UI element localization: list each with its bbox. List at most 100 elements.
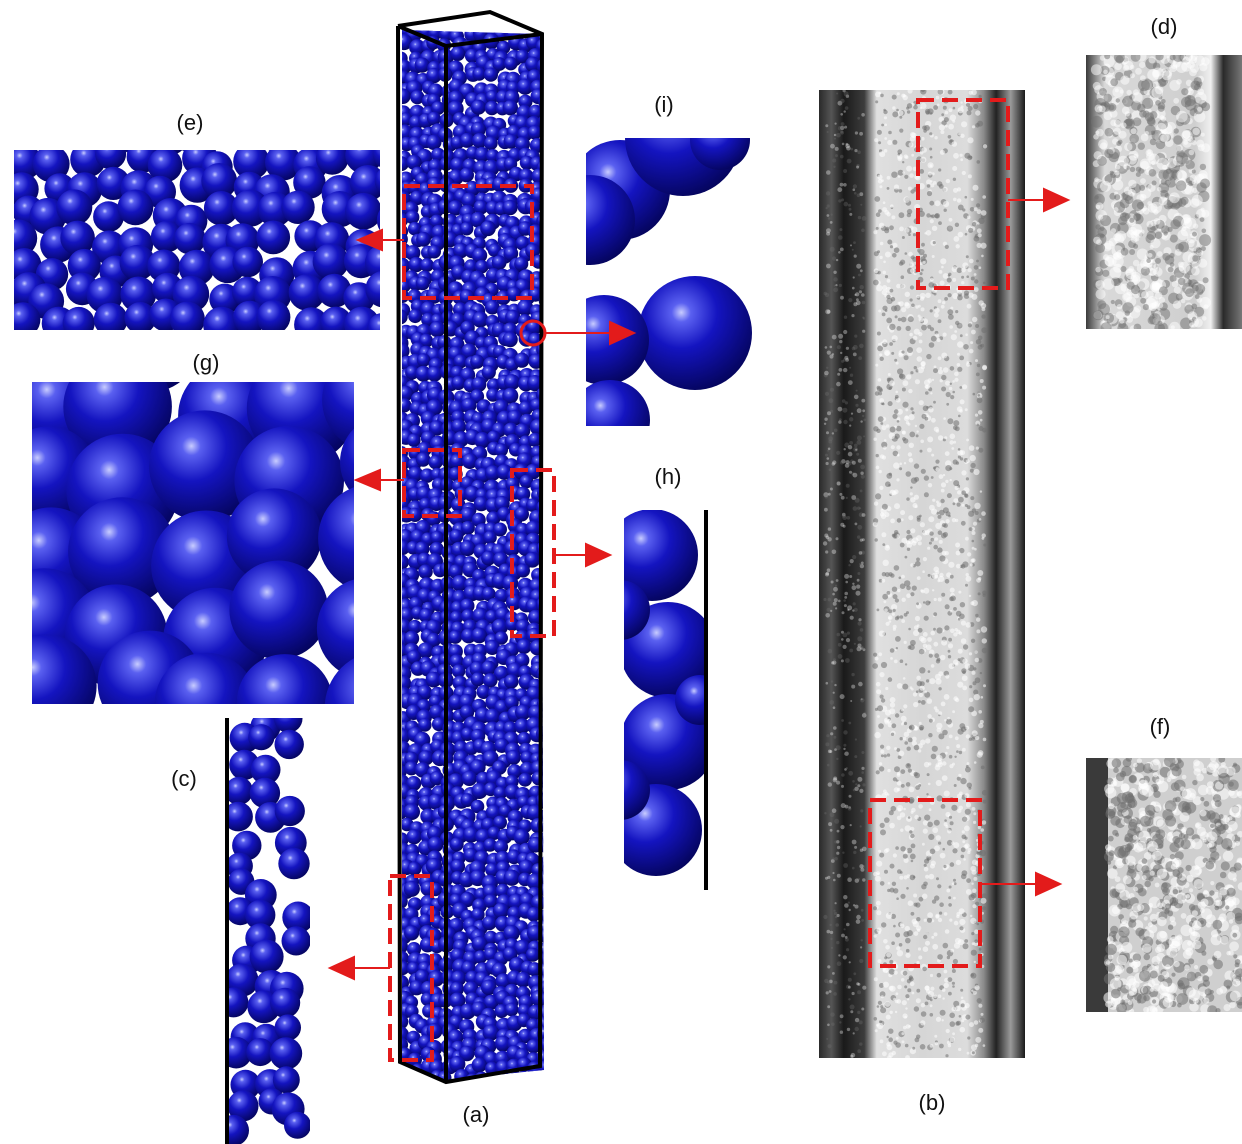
sphere <box>0 226 9 262</box>
sphere <box>382 551 397 566</box>
sphere <box>408 309 423 324</box>
sphere <box>536 541 544 556</box>
sphere <box>203 306 240 330</box>
sphere <box>429 541 444 557</box>
packed-column <box>382 9 545 1085</box>
sphere <box>471 782 488 800</box>
sphere <box>233 150 270 180</box>
sphere <box>382 729 396 743</box>
sphere <box>518 772 532 787</box>
region-box-g <box>402 448 462 518</box>
sphere <box>472 311 489 328</box>
sphere <box>514 718 530 734</box>
sphere <box>386 1017 400 1031</box>
sphere <box>451 664 466 678</box>
sphere <box>405 365 420 380</box>
sphere <box>402 88 411 104</box>
sphere <box>493 815 507 830</box>
sphere <box>318 487 354 590</box>
sphere <box>502 387 519 404</box>
sphere <box>201 163 238 199</box>
sphere <box>382 587 398 603</box>
sphere <box>14 219 38 257</box>
sphere <box>0 203 7 236</box>
sphere <box>419 258 434 273</box>
sphere <box>93 201 124 233</box>
sphere <box>60 220 95 256</box>
sphere <box>449 529 464 544</box>
sphere <box>449 837 464 852</box>
sphere <box>481 365 496 380</box>
sphere <box>482 915 497 931</box>
sphere <box>407 433 421 448</box>
sphere <box>402 529 414 546</box>
sphere <box>480 979 497 996</box>
sphere <box>515 619 531 634</box>
sphere <box>431 101 445 115</box>
sphere <box>409 980 425 996</box>
sphere <box>315 150 349 175</box>
sphere <box>474 432 491 449</box>
sphere <box>402 358 403 373</box>
sphere <box>474 146 490 163</box>
sphere <box>288 274 325 311</box>
sphere <box>407 507 423 522</box>
sphere <box>402 607 414 623</box>
sphere <box>540 991 544 1007</box>
sphere <box>245 899 276 931</box>
sphere <box>407 221 422 236</box>
sphere <box>382 244 397 259</box>
sphere <box>403 803 420 820</box>
sphere <box>624 510 698 601</box>
sphere <box>290 117 322 149</box>
sphere <box>586 175 635 265</box>
sphere <box>470 672 485 687</box>
sphere <box>408 256 424 273</box>
sphere <box>0 514 29 618</box>
sphere <box>527 375 544 392</box>
sphere <box>675 675 708 725</box>
sphere <box>236 654 333 704</box>
sphere <box>367 313 380 330</box>
sphere <box>528 432 542 447</box>
sphere <box>402 259 404 275</box>
sphere <box>372 150 380 168</box>
sphere <box>250 754 281 785</box>
sphere <box>384 377 399 392</box>
sphere <box>451 575 468 592</box>
sphere <box>274 795 305 827</box>
sphere <box>503 925 520 942</box>
sphere <box>542 432 544 448</box>
sphere <box>249 939 284 974</box>
sphere <box>470 354 485 369</box>
sphere <box>414 57 430 73</box>
sphere <box>527 962 542 977</box>
sphere <box>212 117 243 148</box>
sphere <box>503 134 519 149</box>
sphere <box>383 651 399 667</box>
sphere <box>449 1056 466 1073</box>
sphere <box>451 419 467 434</box>
sphere <box>402 554 409 570</box>
sphere <box>416 353 431 367</box>
sphere <box>492 57 507 71</box>
sphere <box>538 928 544 943</box>
sphere <box>471 376 487 392</box>
sphere <box>120 276 157 313</box>
sphere <box>402 643 408 658</box>
sphere <box>383 137 398 152</box>
sphere <box>293 166 326 199</box>
sphere <box>541 895 544 910</box>
sphere <box>428 455 443 470</box>
sphere <box>150 220 183 253</box>
sphere <box>402 1014 409 1030</box>
sphere <box>538 870 544 885</box>
sphere <box>462 826 480 843</box>
sphere <box>472 67 487 81</box>
sphere <box>531 168 544 184</box>
sphere <box>471 907 485 922</box>
sphere <box>229 560 329 660</box>
sphere <box>278 847 310 880</box>
sphere <box>540 1036 544 1053</box>
